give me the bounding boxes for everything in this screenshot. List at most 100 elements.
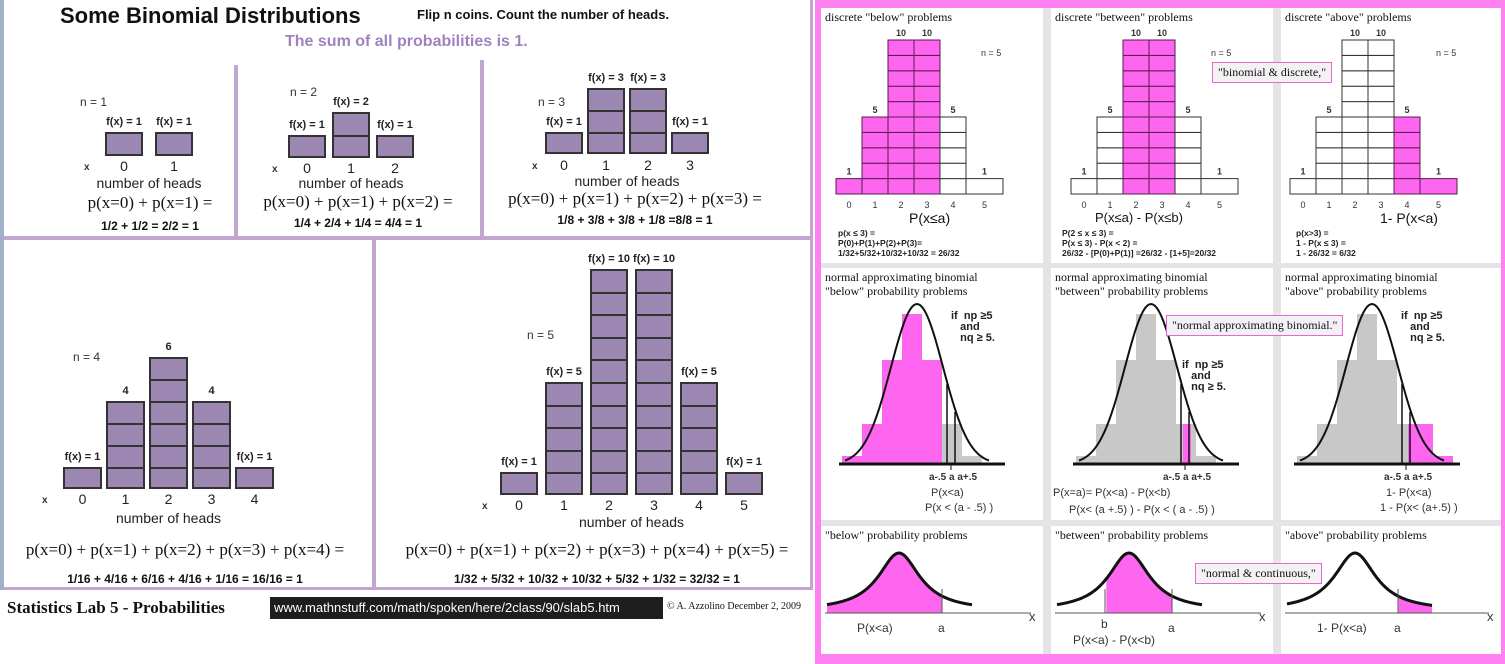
bar-value-label: f(x) = 1 — [546, 116, 582, 128]
formula-text: P(2 ≤ x ≤ 3) = P(x ≤ 3) - P(x < 2) = 26/32… — [1062, 228, 1216, 258]
formula-line: 26/32 - [P(0)+P(1)] =26/32 - [1+5]=20/32 — [1062, 248, 1217, 258]
formula-line: 1/32+5/32+10/32+10/32 = 26/32 — [838, 248, 960, 258]
probability-label: 1- P(x<a) — [1380, 210, 1438, 226]
bar-value-label: 5 — [1185, 105, 1190, 115]
x-tick-label: 1 — [602, 157, 610, 173]
histogram-block — [1196, 456, 1216, 464]
x-tick-label: 5 — [1436, 200, 1441, 208]
histogram-block — [1148, 147, 1176, 164]
bar-value-label: f(x) = 3 — [588, 72, 624, 84]
x-axis-label: number of heads — [96, 175, 202, 191]
discrete-chart-cell: discrete "between" problems n = 5 1 0 5 1 10 2 1… — [1051, 8, 1273, 263]
histogram-block — [1174, 116, 1202, 133]
bar — [105, 132, 143, 156]
histogram-block — [1070, 178, 1098, 195]
probability-label: 1- P(x<a) — [1386, 487, 1432, 499]
x-axis-label: number of heads — [578, 514, 685, 530]
url-link[interactable]: www.mathnstuff.com/math/spoken/here/2cla… — [270, 597, 663, 619]
continuous-cell: "below" probability problems x a P(x<a) — [821, 526, 1043, 654]
title-line: "below" probability problems — [825, 284, 968, 298]
histogram-block — [913, 147, 941, 164]
bar-value-label: 10 — [1376, 28, 1386, 38]
probability-sum: 1/2 + 1/2 = 2/2 = 1 — [101, 219, 199, 233]
normal-approx-plot — [839, 302, 1005, 470]
histogram-block — [842, 456, 862, 464]
histogram-block — [1341, 147, 1369, 164]
bar-segment-line — [194, 445, 229, 447]
x-tick-label: 0 — [846, 200, 851, 208]
cell-title: normal approximating binomial "below" pro… — [825, 270, 978, 298]
histogram-block — [1174, 147, 1202, 164]
bar-segment-line — [151, 445, 186, 447]
bar-value-label: 5 — [1107, 105, 1112, 115]
histogram-block — [887, 131, 915, 149]
histogram-block — [913, 39, 941, 56]
bar — [680, 382, 718, 495]
bar-segment-line — [631, 132, 665, 134]
bar-segment-line — [592, 427, 626, 430]
x-axis-label: x — [1029, 609, 1036, 624]
bar-value-label: 5 — [872, 105, 877, 115]
probability-equation: p(x=0) + p(x=1) + p(x=2) + p(x=3) + p(x=… — [405, 540, 789, 559]
bar-segment-line — [592, 382, 626, 384]
histogram-block — [913, 54, 941, 72]
bar-value-label: 5 — [1404, 105, 1409, 115]
title-line: normal approximating binomial — [1285, 270, 1438, 284]
histogram-block — [1148, 101, 1176, 118]
histogram-block — [1341, 116, 1369, 133]
cell-title: "between" probability problems — [1055, 528, 1209, 542]
binomial-distributions-panel: Some Binomial Distributions Flip n coins… — [0, 0, 813, 619]
normal-curve — [826, 551, 973, 607]
x-tick-label: 3 — [1378, 200, 1383, 208]
histogram-block — [1096, 147, 1124, 164]
normal-curve — [844, 302, 990, 462]
bar — [545, 132, 583, 154]
bar-segment-line — [592, 291, 626, 294]
bar-value-label: 4 — [208, 385, 215, 397]
histogram-block — [861, 178, 889, 195]
mark-label: a — [1168, 621, 1175, 635]
x-tick-label: 4 — [695, 497, 703, 513]
condition-text: if np ≥5 and nq ≥ 5. — [1401, 310, 1445, 344]
x-tick-label: 2 — [1133, 200, 1138, 208]
bar-value-label: f(x) = 10 — [633, 253, 675, 265]
histogram-block — [1367, 147, 1395, 164]
histogram-block — [1367, 131, 1395, 149]
condition-text: if np ≥5 and nq ≥ 5. — [1182, 359, 1226, 393]
histogram-block — [1076, 456, 1096, 464]
shaded-area — [1106, 553, 1172, 613]
bar-segment-line — [194, 423, 229, 425]
x-tick-label: 3 — [1159, 200, 1164, 208]
chart-title: n = 1 — [80, 95, 108, 109]
x-tick-label: 1 — [170, 158, 178, 174]
title-line: "above" probability problems — [1285, 284, 1427, 298]
bar-segment-line — [637, 427, 671, 430]
histogram-block — [1367, 178, 1395, 195]
histogram-block — [1122, 131, 1150, 149]
note-binomial-discrete: "binomial & discrete," — [1212, 62, 1333, 83]
normal-approx-cell: normal approximating binomial "between" p… — [1051, 268, 1273, 520]
histogram-block — [1096, 116, 1124, 133]
histogram-block — [1393, 116, 1421, 133]
histogram-block — [1122, 147, 1150, 164]
x-tick-label: 1 — [347, 160, 355, 176]
histogram-block — [1174, 178, 1202, 195]
bar-value-label: 10 — [1157, 28, 1167, 38]
x-tick-label: 0 — [1081, 200, 1086, 208]
bar-segment-line — [637, 382, 671, 384]
bar-value-label: 10 — [922, 28, 932, 38]
histogram-block — [1367, 116, 1395, 133]
histogram-block — [1174, 162, 1202, 180]
bar-segment-line — [637, 404, 671, 407]
histogram-block — [1315, 147, 1343, 164]
histogram-block — [1148, 85, 1176, 103]
histogram-block — [861, 147, 889, 164]
histogram-block — [1315, 162, 1343, 180]
histogram-block — [939, 147, 967, 164]
bar — [500, 472, 538, 495]
bar-value-label: 1 — [1081, 167, 1086, 177]
probability-label: P(x<a) - P(x<b) — [1073, 633, 1156, 647]
histogram-block — [1122, 85, 1150, 103]
x-tick-label: 2 — [644, 157, 652, 173]
axis-marks: a-.5 a a+.5 — [1163, 472, 1212, 483]
